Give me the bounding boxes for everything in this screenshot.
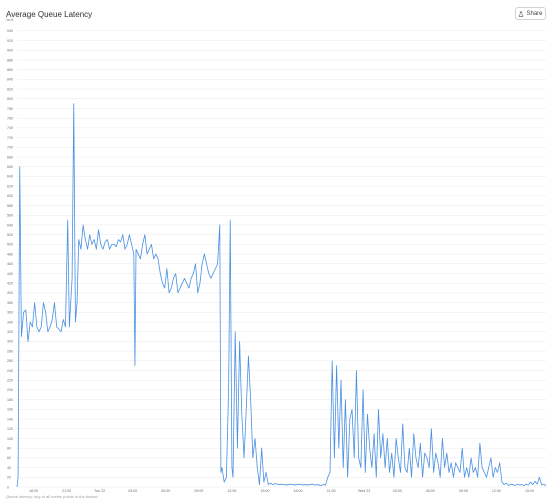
y-tick-label: 180 xyxy=(7,398,13,402)
y-tick-label: 780 xyxy=(7,107,13,111)
x-tick-label: 03:00 xyxy=(128,489,137,493)
x-tick-label: Tue 22 xyxy=(94,489,105,493)
y-tick-label: 840 xyxy=(7,78,13,82)
x-tick-label: 03:00 xyxy=(393,489,402,493)
x-tick-label: 18:00 xyxy=(294,489,303,493)
x-tick-label: 12:00 xyxy=(492,489,501,493)
y-tick-label: 260 xyxy=(7,359,13,363)
x-tick-label: 21:00 xyxy=(62,489,71,493)
y-unit-label: 1e-6 xyxy=(6,18,13,22)
y-tick-label: 380 xyxy=(7,301,13,305)
y-tick-label: 20 xyxy=(7,476,11,480)
series-line xyxy=(16,103,547,488)
y-tick-label: 820 xyxy=(7,87,13,91)
y-tick-label: 520 xyxy=(7,233,13,237)
x-tick-label: 12:00 xyxy=(227,489,236,493)
y-tick-label: 420 xyxy=(7,281,13,285)
share-label: Share xyxy=(526,10,543,17)
y-tick-label: 880 xyxy=(7,58,13,62)
y-tick-label: 160 xyxy=(7,408,13,412)
y-tick-label: 360 xyxy=(7,311,13,315)
x-tick-label: 15:00 xyxy=(525,489,534,493)
y-tick-label: 120 xyxy=(7,427,13,431)
y-tick-label: 280 xyxy=(7,349,13,353)
series-layer xyxy=(16,103,547,488)
y-tick-label: 560 xyxy=(7,214,13,218)
y-tick-label: 740 xyxy=(7,126,13,130)
y-tick-label: 660 xyxy=(7,165,13,169)
y-tick-label: 580 xyxy=(7,204,13,208)
share-button[interactable]: Share xyxy=(515,7,546,20)
y-tick-label: 940 xyxy=(7,29,13,33)
y-tick-label: 440 xyxy=(7,272,13,276)
y-tick-label: 460 xyxy=(7,262,13,266)
y-tick-label: 340 xyxy=(7,320,13,324)
share-icon xyxy=(519,10,524,17)
x-axis-ticks: 18:00 21:00 Tue 22 03:00 06:00 09:00 12:00 15:0… xyxy=(29,489,534,493)
y-tick-label: 640 xyxy=(7,175,13,179)
y-tick-label: 400 xyxy=(7,291,13,295)
y-tick-label: 800 xyxy=(7,97,13,101)
x-tick-label: 09:00 xyxy=(459,489,468,493)
y-tick-label: 760 xyxy=(7,117,13,121)
y-tick-label: 860 xyxy=(7,68,13,72)
y-tick-label: 80 xyxy=(7,446,11,450)
y-tick-label: 300 xyxy=(7,340,13,344)
y-tick-label: 0 xyxy=(7,485,9,489)
x-tick-label: Wed 23 xyxy=(358,489,370,493)
y-tick-label: 680 xyxy=(7,155,13,159)
y-tick-label: 500 xyxy=(7,243,13,247)
y-tick-label: 220 xyxy=(7,379,13,383)
x-tick-label: 06:00 xyxy=(426,489,435,493)
chart-title: Average Queue Latency xyxy=(6,10,93,19)
y-tick-label: 40 xyxy=(7,466,11,470)
x-tick-label: 09:00 xyxy=(194,489,203,493)
y-tick-label: 140 xyxy=(7,417,13,421)
grid-lines xyxy=(17,30,546,488)
footer-note: Queue latency: avg of all metric points … xyxy=(6,494,98,499)
y-tick-label: 600 xyxy=(7,194,13,198)
x-tick-label: 21:00 xyxy=(327,489,336,493)
y-tick-label: 920 xyxy=(7,39,13,43)
y-tick-label: 60 xyxy=(7,456,11,460)
y-tick-label: 700 xyxy=(7,146,13,150)
y-tick-label: 620 xyxy=(7,184,13,188)
x-tick-label: 18:00 xyxy=(29,489,38,493)
y-tick-label: 200 xyxy=(7,388,13,392)
y-tick-label: 720 xyxy=(7,136,13,140)
y-tick-label: 900 xyxy=(7,49,13,53)
y-tick-label: 240 xyxy=(7,369,13,373)
y-tick-label: 480 xyxy=(7,252,13,256)
y-tick-label: 100 xyxy=(7,437,13,441)
x-tick-label: 15:00 xyxy=(260,489,269,493)
y-tick-label: 320 xyxy=(7,330,13,334)
y-axis-ticks: 1e-6 0 20 40 60 80 100 120 140 160 180 200 220 240 260… xyxy=(6,18,13,489)
x-tick-label: 06:00 xyxy=(161,489,170,493)
y-tick-label: 540 xyxy=(7,223,13,227)
